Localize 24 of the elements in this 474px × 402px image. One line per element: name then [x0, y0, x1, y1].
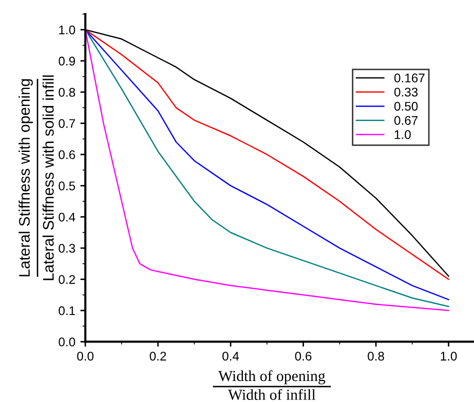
legend-label: 0.167 — [394, 74, 425, 82]
x-tick-label: 0.0 — [77, 352, 94, 361]
y-tick-label: 0.9 — [58, 56, 76, 66]
legend-label: 0.33 — [394, 88, 418, 97]
y-axis-title: Lateral Stiffness with opening Lateral Stiffness with solid infill — [18, 75, 54, 280]
y-tick-label: 1.0 — [59, 25, 76, 34]
y-tick-label: 0.8 — [58, 88, 76, 97]
y-tick-label: 0.7 — [58, 119, 75, 128]
x-axis-title: Width of opening Width of infill — [218, 370, 326, 400]
legend-label: 0.50 — [394, 102, 418, 111]
y-tick-label: 0.1 — [58, 306, 75, 316]
x-tick-label: 0.4 — [222, 352, 239, 361]
y-tick-label: 0.5 — [58, 181, 76, 190]
legend-label: 0.67 — [394, 116, 418, 125]
x-tick-label: 1.0 — [440, 352, 457, 361]
legend-label: 1.0 — [394, 130, 411, 140]
y-tick-label: 0.0 — [58, 338, 76, 346]
x-tick-label: 0.6 — [295, 352, 312, 361]
x-tick-label: 0.8 — [368, 352, 384, 361]
x-tick-label: 0.2 — [150, 352, 166, 361]
y-tick-label: 0.4 — [58, 212, 76, 222]
y-tick-label: 0.3 — [58, 244, 76, 253]
y-tick-label: 0.2 — [58, 275, 75, 284]
y-tick-label: 0.6 — [58, 150, 76, 160]
